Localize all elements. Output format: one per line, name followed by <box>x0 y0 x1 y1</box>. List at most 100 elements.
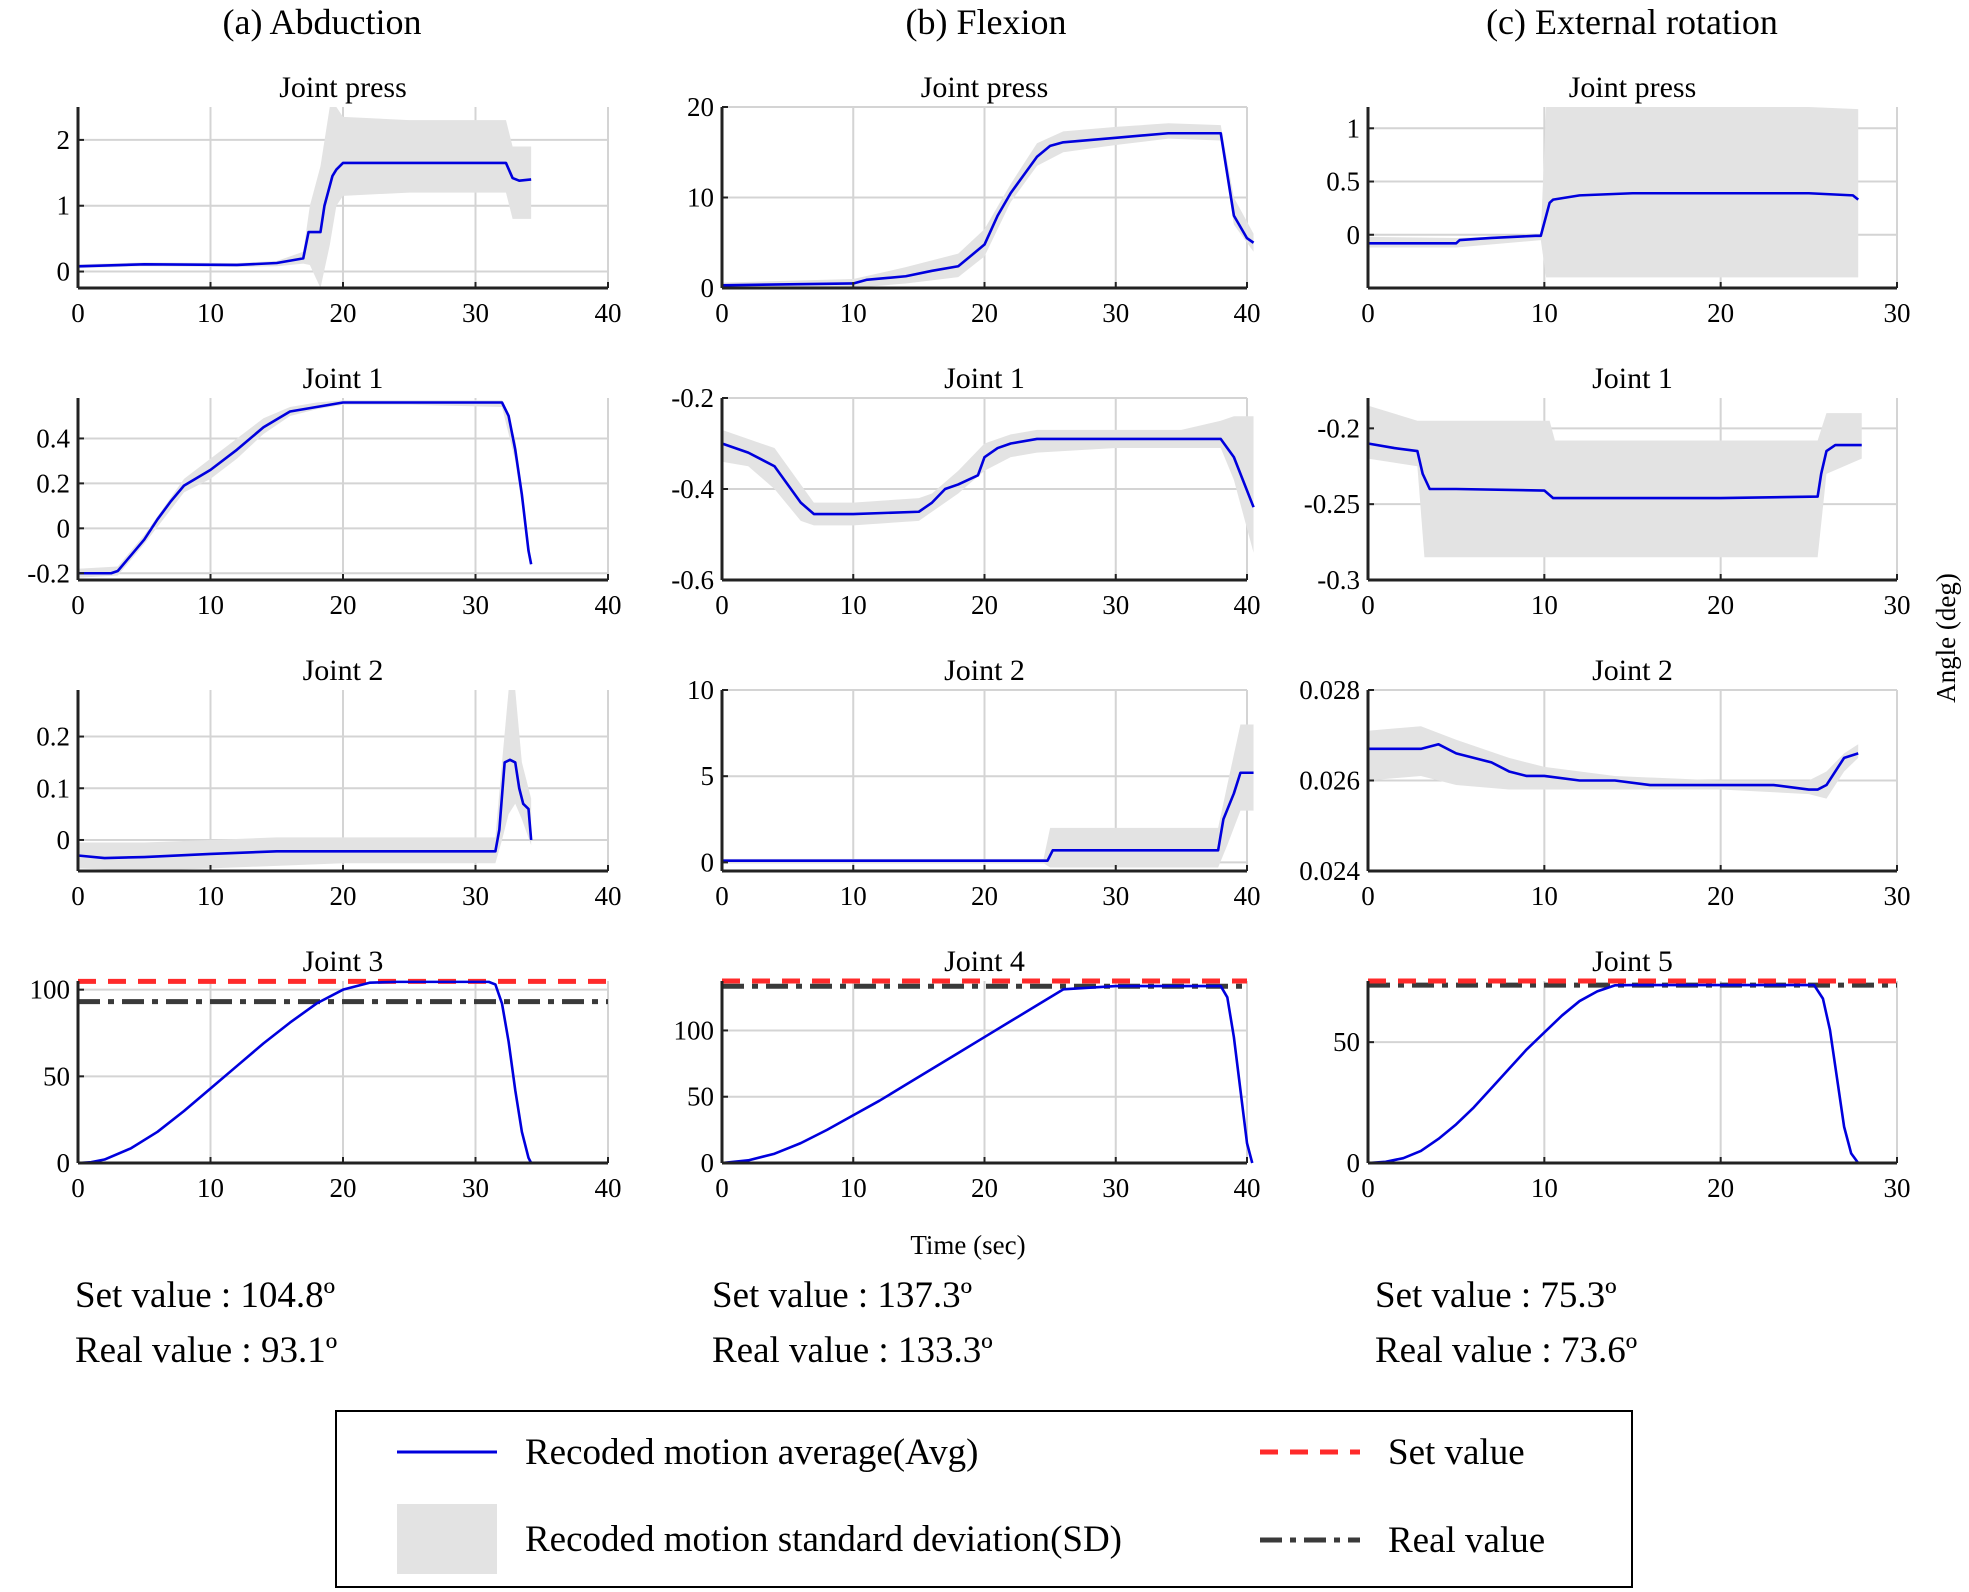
legend-avg-swatch <box>397 1450 497 1454</box>
y-tick-label: 0.2 <box>36 468 70 498</box>
x-tick-label: 30 <box>1884 1173 1911 1203</box>
sd-band <box>78 107 532 288</box>
set-value-text: Set value : 104.8º <box>75 1275 336 1316</box>
x-tick-label: 10 <box>1531 298 1558 328</box>
x-tick-label: 40 <box>595 881 622 911</box>
legend-sd-swatch <box>397 1504 497 1574</box>
x-tick-label: 30 <box>462 1173 489 1203</box>
x-tick-label: 0 <box>715 1173 729 1203</box>
x-tick-label: 10 <box>197 881 224 911</box>
subplot-title: Joint 4 <box>944 945 1025 978</box>
x-tick-label: 30 <box>1102 1173 1129 1203</box>
y-tick-label: -0.2 <box>27 558 70 588</box>
info-abduction: Set value : 104.8º Real value : 93.1º <box>75 1268 337 1378</box>
legend-sd-label: Recoded motion standard deviation(SD) <box>525 1518 1123 1560</box>
subplot-title: Joint press <box>1569 71 1697 104</box>
x-tick-label: 40 <box>595 298 622 328</box>
legend-avg: Recoded motion average(Avg) <box>397 1427 978 1477</box>
x-tick-label: 0 <box>1361 298 1375 328</box>
real-value-text: Real value : 73.6º <box>1375 1330 1638 1371</box>
x-tick-label: 20 <box>971 881 998 911</box>
y-tick-label: 0.026 <box>1299 766 1360 796</box>
y-tick-label: 1 <box>57 191 71 221</box>
x-tick-label: 20 <box>971 1173 998 1203</box>
avg-line <box>721 131 1255 287</box>
y-tick-label: 0.5 <box>1326 167 1360 197</box>
y-tick-label: -0.6 <box>671 565 714 595</box>
x-tick-label: 0 <box>71 1173 85 1203</box>
x-tick-label: 20 <box>1707 590 1734 620</box>
y-tick-label: 0 <box>57 257 71 287</box>
x-tick-label: 30 <box>462 590 489 620</box>
avg-line <box>1368 191 1860 245</box>
y-tick-label: 0.1 <box>36 773 70 803</box>
y-tick-label: 100 <box>674 1015 715 1045</box>
x-tick-label: 10 <box>197 1173 224 1203</box>
subplot-title: Joint 2 <box>303 654 384 687</box>
y-tick-label: 0.028 <box>1299 675 1360 705</box>
avg-line <box>721 437 1255 516</box>
x-tick-label: 10 <box>1531 881 1558 911</box>
info-flexion: Set value : 137.3º Real value : 133.3º <box>712 1268 993 1378</box>
x-tick-label: 10 <box>197 590 224 620</box>
x-tick-label: 40 <box>1234 590 1261 620</box>
real-value-text: Real value : 133.3º <box>712 1330 993 1371</box>
x-tick-label: 20 <box>330 298 357 328</box>
y-tick-label: -0.4 <box>671 474 714 504</box>
y-tick-label: -0.2 <box>671 383 714 413</box>
y-tick-label: 0.2 <box>36 722 70 752</box>
legend-set-swatch <box>1260 1449 1360 1455</box>
y-tick-label: -0.25 <box>1304 489 1360 519</box>
column-title: (c) External rotation <box>1486 2 1778 42</box>
y-tick-label: 0 <box>701 273 715 303</box>
y-tick-label: 10 <box>687 183 714 213</box>
sd-band <box>78 690 532 871</box>
x-tick-label: 30 <box>1884 590 1911 620</box>
subplot-title: Joint 1 <box>303 362 384 395</box>
y-axis-label: Angle (deg) <box>1931 573 1961 703</box>
avg-line <box>77 758 533 860</box>
legend-real-swatch <box>1260 1537 1360 1543</box>
set-value-text: Set value : 75.3º <box>1375 1275 1617 1316</box>
x-tick-label: 30 <box>1102 298 1129 328</box>
sd-band <box>722 724 1254 868</box>
x-tick-label: 30 <box>1884 298 1911 328</box>
x-tick-label: 40 <box>1234 1173 1261 1203</box>
y-tick-label: 0 <box>57 825 71 855</box>
x-tick-label: 0 <box>1361 590 1375 620</box>
subplot-title: Joint 1 <box>944 362 1025 395</box>
x-tick-label: 30 <box>1884 881 1911 911</box>
subplot-title: Joint 2 <box>944 654 1025 687</box>
avg-line <box>1367 442 1862 500</box>
x-tick-label: 20 <box>330 881 357 911</box>
x-tick-label: 20 <box>330 590 357 620</box>
x-tick-label: 40 <box>1234 298 1261 328</box>
y-tick-label: 0 <box>57 513 71 543</box>
x-tick-label: 30 <box>1102 881 1129 911</box>
x-tick-label: 0 <box>715 881 729 911</box>
sd-band <box>1368 107 1859 278</box>
x-tick-label: 0 <box>1361 881 1375 911</box>
x-tick-label: 30 <box>462 881 489 911</box>
sd-band <box>722 416 1254 553</box>
x-tick-label: 40 <box>595 1173 622 1203</box>
subplot-title: Joint 5 <box>1592 945 1673 978</box>
x-tick-label: 40 <box>1234 881 1261 911</box>
y-tick-label: 50 <box>1333 1027 1360 1057</box>
y-tick-label: 5 <box>701 761 715 791</box>
legend-set: Set value <box>1260 1427 1525 1477</box>
legend-sd: Recoded motion standard deviation(SD) <box>397 1504 1122 1574</box>
avg-line <box>1367 983 1860 1165</box>
x-tick-label: 10 <box>1531 1173 1558 1203</box>
y-tick-label: 0 <box>701 847 715 877</box>
subplot-title: Joint 2 <box>1592 654 1673 687</box>
y-tick-label: 0.4 <box>36 423 70 453</box>
y-tick-label: 2 <box>57 125 71 155</box>
x-tick-label: 20 <box>330 1173 357 1203</box>
x-tick-label: 0 <box>71 298 85 328</box>
x-axis-label: Time (sec) <box>910 1230 1025 1260</box>
x-tick-label: 0 <box>71 590 85 620</box>
y-tick-label: -0.3 <box>1317 565 1360 595</box>
x-tick-label: 20 <box>971 590 998 620</box>
subplot-title: Joint 1 <box>1592 362 1673 395</box>
